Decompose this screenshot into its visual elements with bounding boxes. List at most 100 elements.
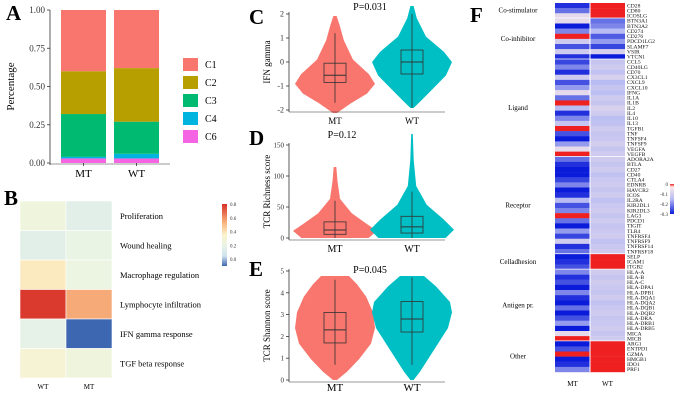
heatmap-cell [555,243,590,250]
heatmap-cell [555,23,590,29]
heatmap-cell [555,49,590,55]
colorbar-tick-label: 0 [666,183,669,188]
colorbar-tick-label: 0.0 [230,258,237,263]
gene-label: EDNRB [627,183,646,189]
gene-label: VEGFA [627,147,645,153]
gene-label: TNFSF9 [627,142,647,148]
heatmap-cell [590,223,625,229]
heatmap-cell [590,167,625,173]
column-label: WT [38,383,50,391]
signature-heatmap: Proliferation Wound healing Macrophage reg… [19,200,237,391]
heatmap-cell [555,269,590,275]
heatmap-cell [590,54,625,60]
heatmap-cell [555,208,590,214]
panel-e: E 5 4 3 2 1 0 TCR Shannon score P=0.045 MT WT [249,257,452,394]
heatmap-cell [590,336,625,342]
y-tick-label: 1.00 [29,5,45,15]
heatmap-cell [590,28,625,34]
heatmap-cell [555,223,590,229]
gene-label: VSIR [627,49,640,55]
y-tick-label: 0 [280,58,284,67]
heatmap-cell [590,300,625,306]
gene-label: SLAMF7 [627,44,649,50]
heatmap-cell [555,90,590,96]
colorbar-tick-label: -0.1 [660,193,668,198]
heatmap-cell [555,341,590,347]
heatmap-cell [590,320,625,327]
y-tick-label: 1 [280,34,284,43]
gene-label: HAVCR2 [627,188,649,194]
x-tick-label: WT [128,168,145,180]
y-tick-label: 0 [281,235,285,243]
y-tick-label: 0.50 [29,82,45,92]
heatmap-cell [590,3,625,9]
legend-label: C1 [205,60,217,71]
heatmap-cell [590,356,625,362]
heatmap-cell [555,310,590,316]
bar-segment-c1 [114,10,159,69]
box [323,312,347,344]
heatmap-cell [555,141,590,147]
heatmap-cell [555,33,590,40]
violin-body [370,134,454,238]
gene-label: TLR4 [627,229,641,235]
heatmap-cell [590,366,625,373]
gene-label: MICB [627,336,642,342]
row-label: IFN gamma response [120,329,193,339]
heatmap-cell [590,213,625,219]
gene-label: TNFRSF14 [627,244,653,250]
heatmap-cell [590,187,625,193]
heatmap-cell [555,300,590,306]
panel-label-c: C [249,5,264,29]
heatmap-cell [555,336,590,342]
row-label: Proliferation [120,211,164,221]
heatmap-cell [590,141,625,147]
colorbar-tick-label: 0.8 [230,203,237,208]
legend-swatch-c1 [183,58,198,71]
heatmap-cell [555,3,590,9]
gene-label: IL2RA [627,198,643,204]
group-label: Co-stimulator [499,7,539,15]
y-tick-label: -2 [277,106,284,115]
group-label: Celladhesion [500,258,537,266]
heatmap-cell [555,351,590,357]
row-label: Lymphocyte infiltration [120,299,202,309]
heatmap-cell [590,264,625,270]
heatmap-cell [555,187,590,193]
box [400,215,424,234]
row-label: Macrophage regulation [120,270,200,280]
colorbar [670,184,674,214]
heatmap-cell [590,361,625,368]
bar-segment-c4 [61,156,106,159]
heatmap-cell [590,315,625,321]
heatmap-cell [555,64,590,70]
heatmap-cell [555,192,590,198]
panel-label-a: A [6,1,22,25]
legend-swatch-c6 [183,130,198,143]
p-value-label: P=0.12 [328,130,357,141]
y-tick-label: 0.25 [29,120,45,130]
gene-label: TNFRSF18 [627,249,653,255]
heatmap-cell [555,74,590,81]
x-tick-label: MT [75,168,92,180]
heatmap-cell [590,274,625,280]
heatmap-cell [555,197,590,204]
heatmap-cell [590,49,625,55]
y-axis-title: TCR Shannon score [262,289,272,362]
heatmap-cell [19,200,67,231]
heatmap-cell [590,197,625,204]
heatmap-cell [65,289,113,320]
heatmap-cell [555,295,590,301]
heatmap-cell [555,28,590,34]
heatmap-cell [590,331,625,337]
gene-label: HLA-DPA1 [627,285,654,291]
gene-label: ITGB2 [627,265,643,271]
gene-label: ICOSLG [627,14,647,20]
heatmap-cell [590,8,625,14]
y-tick-label: 1 [281,355,285,363]
y-tick-label: 0.75 [29,43,45,53]
heatmap-cell [590,172,625,178]
heatmap-cell [555,182,590,188]
box [400,301,424,333]
gene-label: ADORA2A [627,157,654,163]
